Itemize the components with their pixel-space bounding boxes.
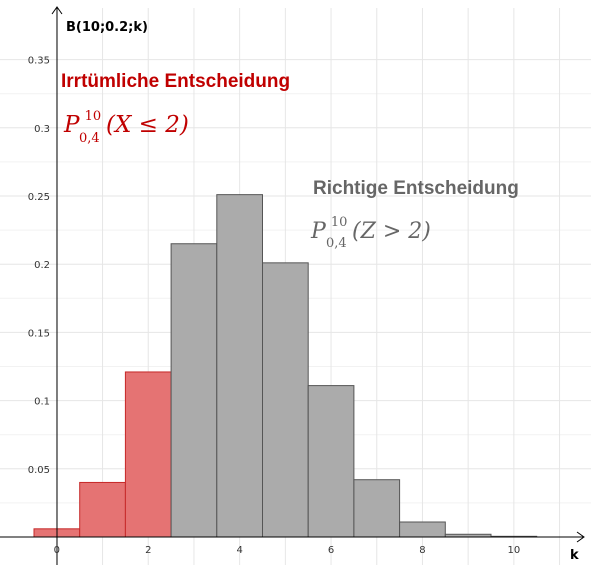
chart-title: B(10;0.2;k) [66,20,148,35]
bars [33,194,538,538]
y-tick-0.35: 0.35 [28,56,50,67]
bar-k-8 [399,521,446,538]
correct-formula-sup: 10 [331,215,348,230]
x-tick-8: 8 [419,545,425,556]
x-tick-6: 6 [328,545,334,556]
y-tick-0.25: 0.25 [28,192,50,203]
correct-formula-expr: (Z > 2) [352,219,431,244]
bar-k-7 [353,479,401,538]
bar-k-4 [216,194,264,538]
x-tick-0: 0 [54,545,60,556]
correct-formula-sub: 0,4 [326,236,347,251]
y-tick-0.15: 0.15 [28,328,50,339]
y-tick-0.1: 0.1 [34,397,50,408]
error-heading: Irrtümliche Entscheidung [61,71,290,92]
x-axis-arrow [576,531,585,543]
x-tick-10: 10 [507,545,520,556]
x-tick-4: 4 [236,545,242,556]
y-tick-0.3: 0.3 [34,124,50,135]
bar-k-5 [262,262,309,538]
x-tick-2: 2 [145,545,151,556]
correct-heading: Richtige Entscheidung [313,178,519,199]
correct-formula-base: P [310,219,327,244]
axes [0,6,585,565]
y-tick-0.05: 0.05 [28,465,50,476]
error-formula-sub: 0,4 [79,131,100,146]
correct-formula: P 10 0,4 (Z > 2) [310,211,431,251]
error-formula-base: P [63,112,80,138]
error-formula-expr: (X ≤ 2) [106,112,189,138]
bar-k-2 [124,371,172,538]
bar-k-3 [170,243,218,538]
tick-labels: 0 2 4 6 8 10 0.05 0.1 0.15 0.2 0.25 0.3 0.35 [28,56,520,556]
bar-k-1 [79,481,126,538]
error-formula: P 10 0,4 (X ≤ 2) [63,105,189,146]
x-axis-title: k [570,548,579,563]
error-formula-sup: 10 [85,109,102,124]
y-tick-0.2: 0.2 [34,260,50,271]
y-axis-arrow [51,6,63,15]
bar-k-6 [307,385,355,538]
